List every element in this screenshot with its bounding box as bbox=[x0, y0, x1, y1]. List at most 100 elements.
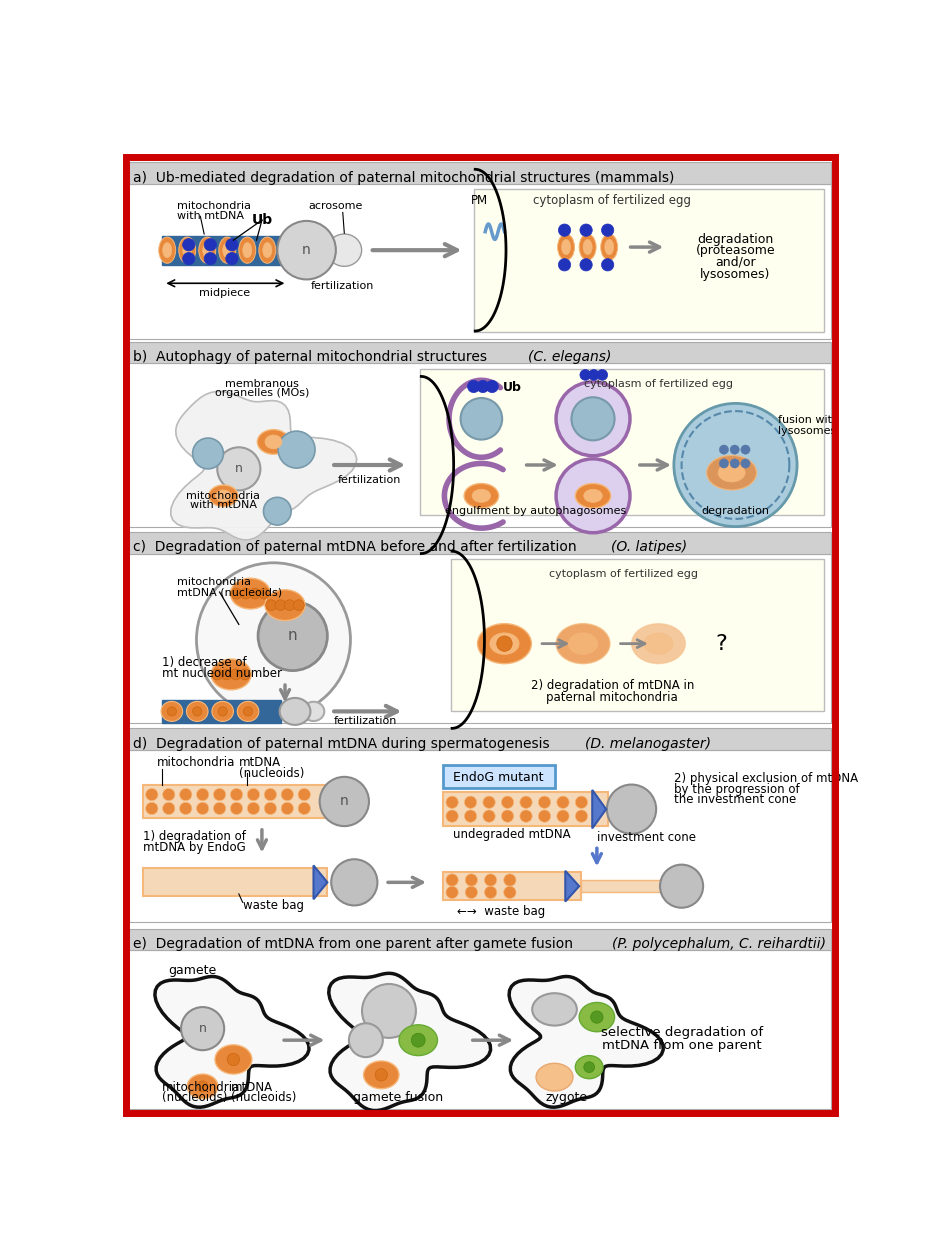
Text: degradation: degradation bbox=[701, 507, 768, 517]
Text: Ub: Ub bbox=[251, 214, 272, 228]
Text: lysosomes): lysosomes) bbox=[699, 268, 769, 280]
Ellipse shape bbox=[262, 243, 271, 258]
Text: undegraded mtDNA: undegraded mtDNA bbox=[453, 828, 570, 841]
Text: fertilization: fertilization bbox=[338, 475, 401, 485]
Circle shape bbox=[482, 796, 495, 808]
Circle shape bbox=[555, 382, 629, 456]
Text: investment cone: investment cone bbox=[596, 831, 695, 845]
Circle shape bbox=[183, 239, 195, 251]
Text: (O. latipes): (O. latipes) bbox=[610, 541, 686, 554]
Text: membranous: membranous bbox=[225, 380, 299, 390]
Text: organelles (MOs): organelles (MOs) bbox=[214, 388, 309, 398]
Polygon shape bbox=[154, 977, 309, 1107]
Bar bbox=[581, 880, 662, 892]
Ellipse shape bbox=[575, 484, 610, 508]
Circle shape bbox=[274, 600, 285, 611]
Circle shape bbox=[247, 802, 259, 815]
Circle shape bbox=[264, 802, 276, 815]
Text: n: n bbox=[302, 243, 311, 258]
Ellipse shape bbox=[463, 484, 498, 508]
Text: waste bag: waste bag bbox=[242, 899, 303, 911]
Circle shape bbox=[374, 1068, 387, 1081]
Circle shape bbox=[284, 600, 295, 611]
Circle shape bbox=[213, 802, 226, 815]
Ellipse shape bbox=[258, 238, 275, 263]
Circle shape bbox=[247, 788, 259, 801]
Ellipse shape bbox=[198, 238, 215, 263]
Ellipse shape bbox=[561, 239, 570, 255]
Ellipse shape bbox=[477, 623, 531, 664]
Circle shape bbox=[446, 874, 458, 886]
Bar bbox=[128, 184, 830, 339]
Text: fertilization: fertilization bbox=[311, 280, 374, 290]
Ellipse shape bbox=[158, 238, 175, 263]
Circle shape bbox=[464, 874, 477, 886]
Ellipse shape bbox=[631, 623, 685, 664]
Circle shape bbox=[230, 669, 241, 680]
Circle shape bbox=[504, 874, 516, 886]
Circle shape bbox=[348, 1023, 383, 1057]
Circle shape bbox=[484, 874, 496, 886]
Ellipse shape bbox=[555, 623, 609, 664]
Text: mtDNA (nucleoids): mtDNA (nucleoids) bbox=[177, 587, 282, 597]
Circle shape bbox=[555, 459, 629, 533]
Bar bbox=[128, 363, 830, 527]
Ellipse shape bbox=[302, 701, 324, 722]
Text: (C. elegans): (C. elegans) bbox=[527, 351, 610, 365]
Ellipse shape bbox=[568, 632, 597, 655]
Text: selective degradation of: selective degradation of bbox=[600, 1026, 762, 1040]
Circle shape bbox=[230, 802, 242, 815]
Ellipse shape bbox=[643, 632, 672, 655]
Text: fusion with: fusion with bbox=[777, 415, 838, 425]
Polygon shape bbox=[564, 871, 578, 901]
Circle shape bbox=[538, 796, 550, 808]
Circle shape bbox=[183, 253, 195, 265]
Ellipse shape bbox=[575, 1056, 603, 1079]
Text: n: n bbox=[235, 463, 242, 475]
Circle shape bbox=[197, 788, 209, 801]
Circle shape bbox=[673, 403, 797, 527]
Text: cytoplasm of fertilized egg: cytoplasm of fertilized egg bbox=[548, 569, 697, 579]
Text: (proteasome: (proteasome bbox=[695, 244, 774, 258]
Ellipse shape bbox=[211, 659, 251, 690]
Bar bbox=[474, 190, 823, 332]
Text: cytoplasm of fertilized egg: cytoplasm of fertilized egg bbox=[533, 195, 691, 207]
Circle shape bbox=[607, 784, 655, 833]
Bar bbox=[128, 750, 830, 923]
Circle shape bbox=[249, 588, 260, 600]
Text: mtDNA: mtDNA bbox=[231, 1081, 273, 1095]
Text: mitochondria: mitochondria bbox=[186, 490, 260, 500]
Text: n: n bbox=[198, 1022, 206, 1036]
Circle shape bbox=[659, 865, 702, 908]
Circle shape bbox=[243, 706, 253, 716]
Text: (nucleoids): (nucleoids) bbox=[239, 767, 304, 779]
Circle shape bbox=[163, 802, 175, 815]
Bar bbox=[142, 784, 327, 818]
Circle shape bbox=[446, 886, 458, 899]
Ellipse shape bbox=[186, 701, 208, 722]
Circle shape bbox=[181, 1007, 224, 1050]
Circle shape bbox=[193, 706, 201, 716]
Circle shape bbox=[231, 588, 241, 600]
Ellipse shape bbox=[215, 490, 231, 502]
Circle shape bbox=[583, 1062, 594, 1072]
Bar bbox=[443, 766, 554, 788]
Text: (nucleoids): (nucleoids) bbox=[231, 1091, 296, 1105]
Text: with mtDNA: with mtDNA bbox=[190, 500, 256, 510]
Circle shape bbox=[204, 253, 216, 265]
Circle shape bbox=[145, 788, 158, 801]
Circle shape bbox=[263, 498, 291, 525]
Circle shape bbox=[411, 1033, 425, 1047]
Ellipse shape bbox=[327, 234, 361, 266]
Text: b)  Autophagy of paternal mitochondrial structures: b) Autophagy of paternal mitochondrial s… bbox=[133, 351, 491, 365]
Text: 1) decrease of: 1) decrease of bbox=[162, 656, 246, 670]
Ellipse shape bbox=[490, 632, 519, 655]
Circle shape bbox=[197, 563, 350, 716]
Circle shape bbox=[719, 445, 728, 454]
Circle shape bbox=[464, 796, 476, 808]
Circle shape bbox=[729, 459, 739, 468]
Ellipse shape bbox=[532, 993, 577, 1026]
Circle shape bbox=[579, 224, 592, 236]
Text: n: n bbox=[340, 794, 348, 808]
Circle shape bbox=[213, 788, 226, 801]
